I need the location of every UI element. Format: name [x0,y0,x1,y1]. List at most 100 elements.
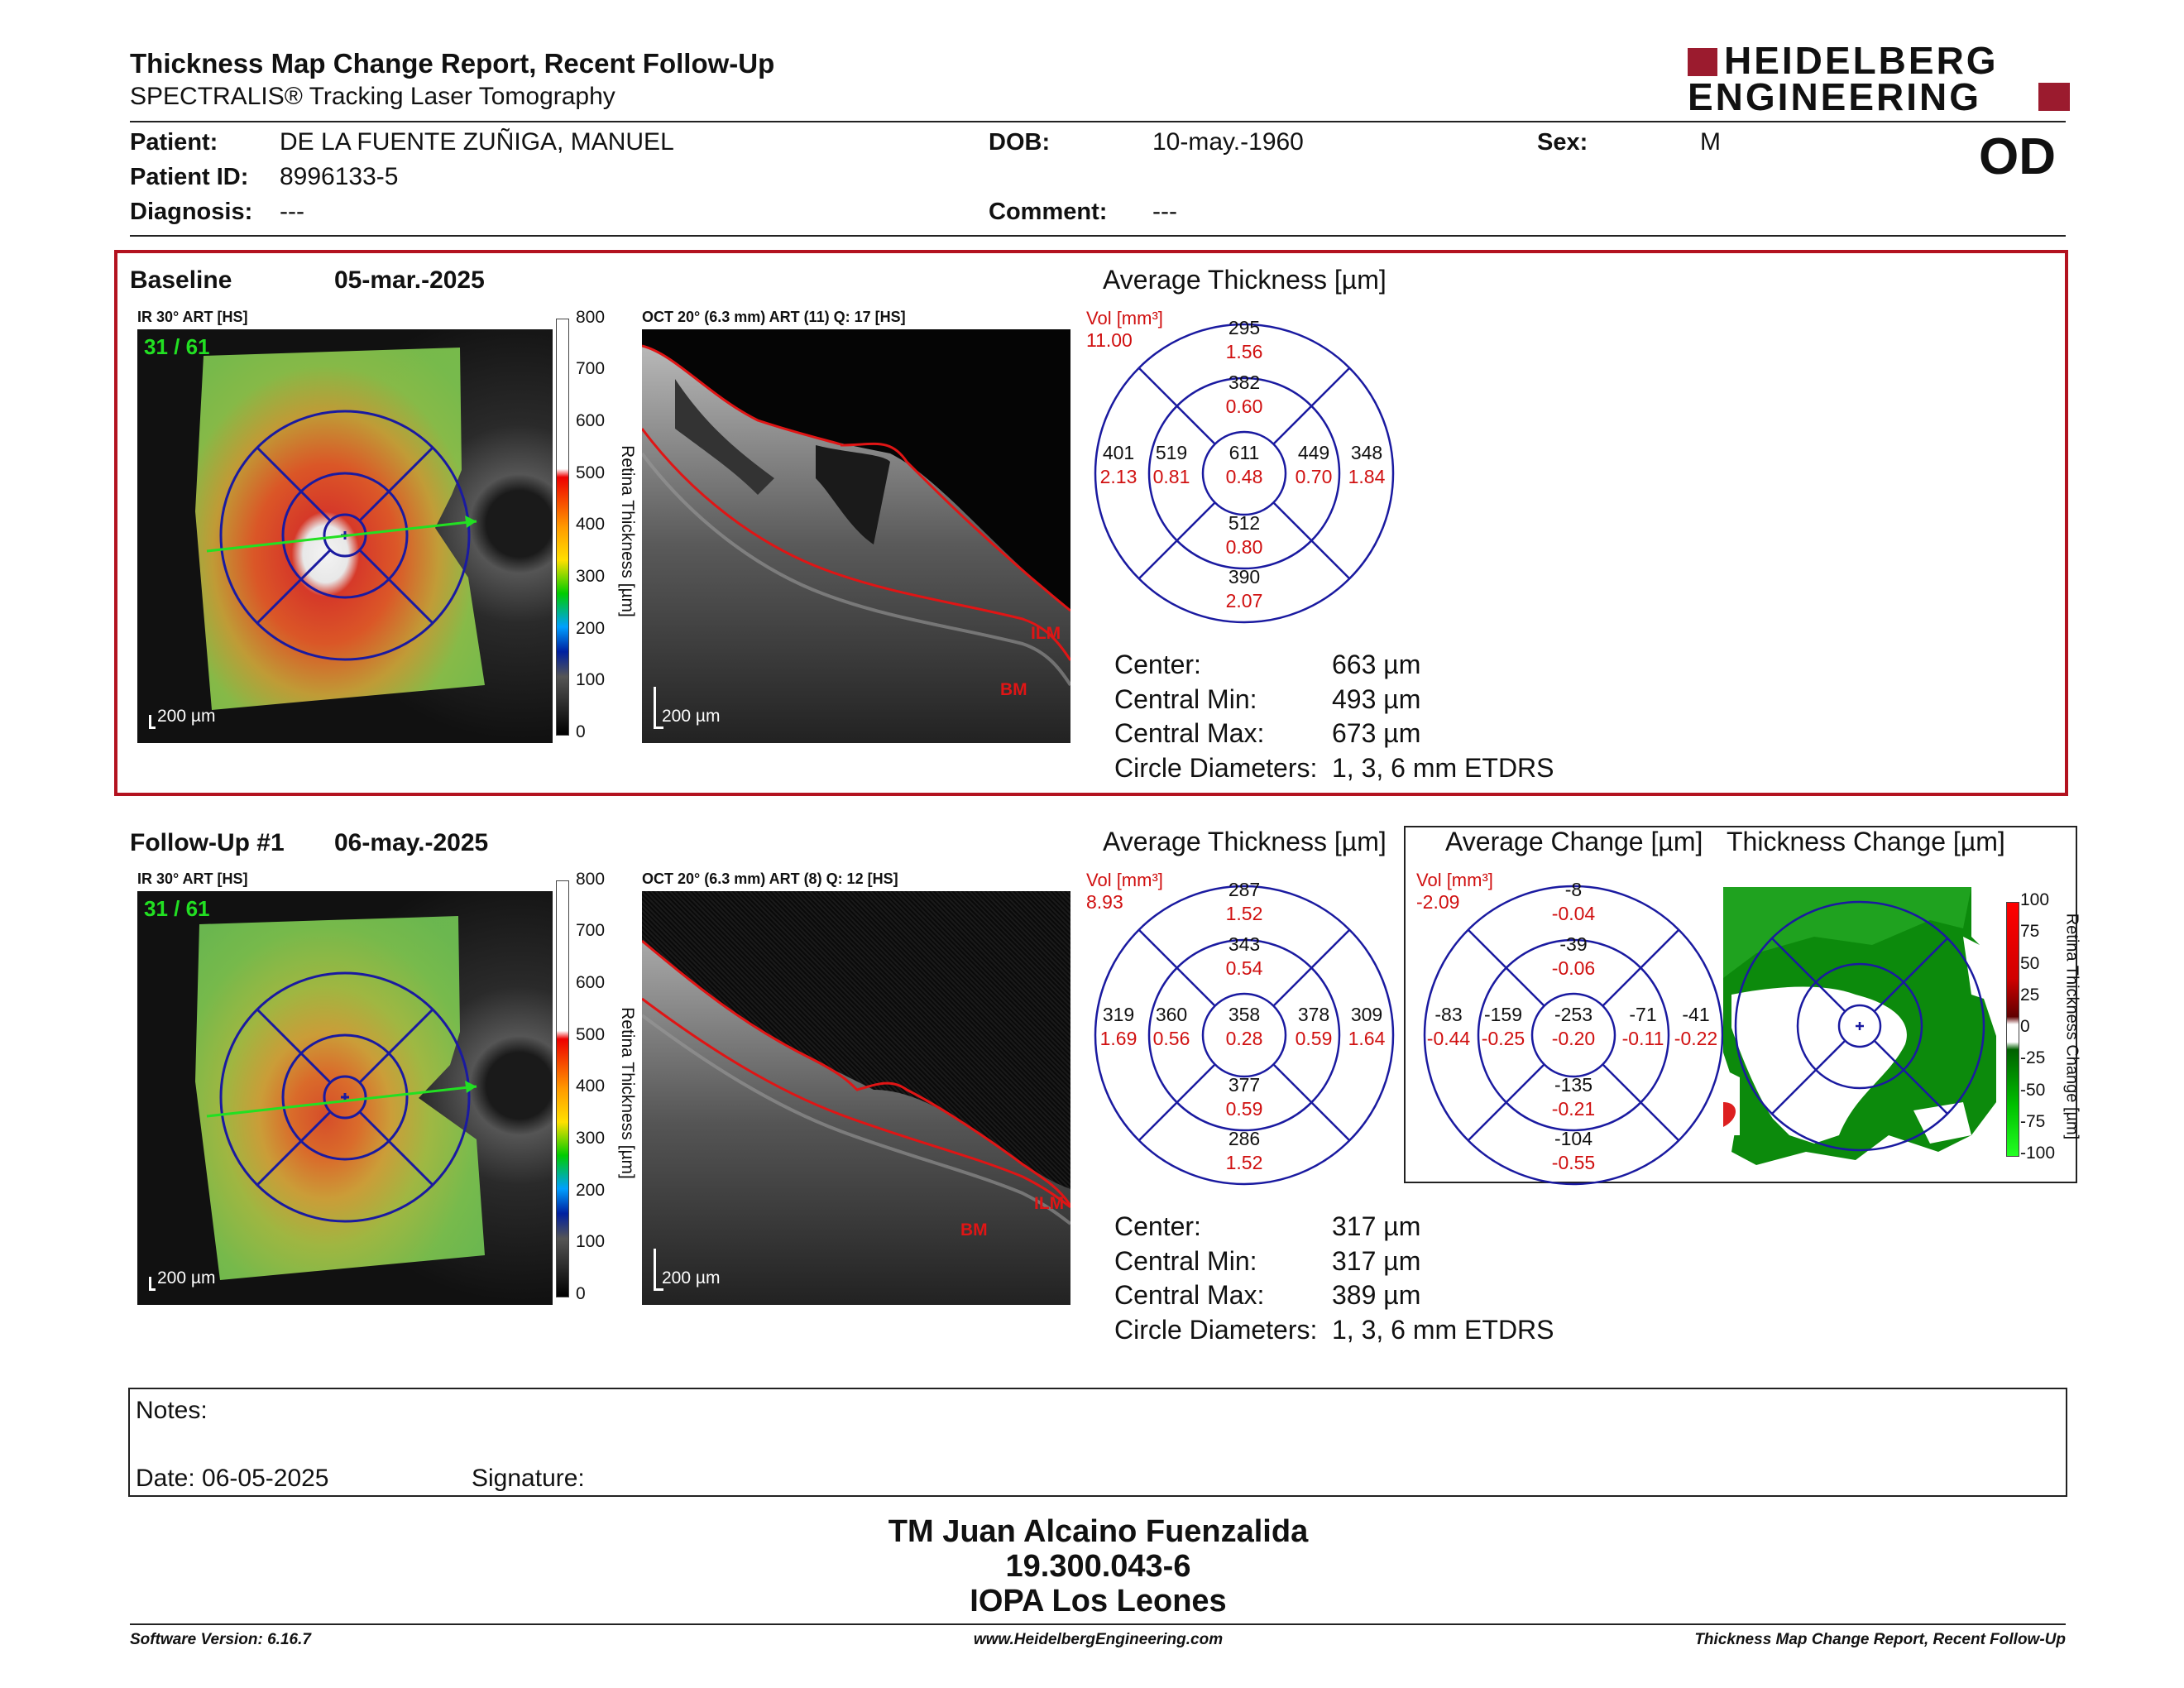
grid-volume: 0.28 [1225,1028,1263,1049]
baseline-ir-scale: 200 µm [157,707,216,726]
grid-volume: 1.56 [1225,341,1263,362]
footer-divider [130,1623,2066,1625]
cb-tick: 300 [576,1129,606,1148]
change-thickness: -159 [1483,1004,1523,1025]
change-volume: -0.22 [1674,1028,1718,1049]
grid-tem-in: 360 0.56 [1147,1003,1196,1051]
grid-volume: 0.48 [1225,466,1263,487]
baseline-oct-scale-bar [654,687,656,728]
followup-stat-value: 389 µm [1332,1280,1421,1310]
change-cb-tick: 50 [2020,954,2040,973]
grid-inf-out: 286 1.52 [1219,1127,1269,1175]
change-thickness: -104 [1554,1128,1593,1149]
grid-thickness: 611 [1228,442,1260,463]
change-volume: -0.11 [1621,1028,1664,1049]
followup-label: Follow-Up #1 [130,829,285,856]
patient-label: Patient: [130,129,218,156]
baseline-ir-counter: 31 / 61 [144,334,210,359]
sex-value: M [1700,128,1721,156]
grid-thickness: 449 [1297,442,1330,463]
baseline-stat-label: Circle Diameters: [1114,753,1318,783]
baseline-bm-label: BM [1000,680,1027,699]
change-cb-tick: 75 [2020,922,2040,941]
followup-ir-scale: 200 µm [157,1268,216,1288]
grid-nas-in: 449 0.70 [1289,441,1339,489]
change-avg-title: Average Change [µm] [1445,827,1703,856]
grid-thickness: 286 [1228,1128,1261,1149]
baseline-ir-scale-bar [149,715,151,728]
change-sup-out: -8 -0.04 [1546,878,1601,926]
grid-volume: 1.52 [1225,1152,1263,1173]
baseline-vol-label: Vol [mm³] [1086,308,1163,328]
followup-stat-label: Circle Diameters: [1114,1315,1318,1345]
change-frame [1404,826,2077,1183]
grid-inf-out: 390 2.07 [1219,565,1269,613]
cb-tick: 100 [576,670,606,689]
followup-vol-total: 8.93 [1086,891,1123,913]
followup-ilm-label: ILM [1034,1194,1065,1213]
footer-report-title: Thickness Map Change Report, Recent Foll… [1694,1631,2066,1648]
baseline-frame [114,250,2068,796]
grid-volume: 1.69 [1099,1028,1138,1049]
grid-volume: 2.13 [1099,466,1138,487]
diagnosis-value: --- [280,198,304,225]
patient-value: DE LA FUENTE ZUÑIGA, MANUEL [280,128,674,156]
grid-volume: 1.84 [1348,466,1386,487]
cb-tick: 0 [576,722,586,741]
grid-volume: 0.54 [1225,957,1263,979]
cb-tick: 400 [576,515,606,534]
technician-name: TM Juan Alcaino Fuenzalida [888,1514,1309,1549]
baseline-ir-image: 31 / 61 200 µm [137,329,553,743]
grid-volume: 0.70 [1295,466,1333,487]
change-vol-label: Vol [mm³] [1416,870,1493,890]
cb-tick: 200 [576,1181,606,1200]
baseline-etdrs-grid [1094,323,1395,624]
followup-oct-scale-bar [654,1249,656,1290]
website-link[interactable]: www.HeidelbergEngineering.com [973,1631,1224,1648]
followup-stat-label: Central Min: [1114,1246,1257,1276]
change-tem-in: -159 -0.25 [1476,1003,1530,1051]
grid-thickness: 287 [1228,879,1261,900]
change-tem-out: -83 -0.44 [1421,1003,1476,1051]
grid-nas-in: 378 0.59 [1289,1003,1339,1051]
change-volume: -0.20 [1551,1028,1596,1049]
grid-thickness: 512 [1228,512,1261,534]
change-volume: -0.25 [1481,1028,1525,1049]
cb-tick: 700 [576,359,606,378]
grid-thickness: 348 [1350,442,1383,463]
grid-nas-out: 309 1.64 [1342,1003,1391,1051]
patient-id-label: Patient ID: [130,164,249,190]
change-colorbar [2006,902,2019,1157]
baseline-stat-label: Central Min: [1114,684,1257,714]
grid-thickness: 295 [1228,317,1261,338]
followup-ir-image: 31 / 61 200 µm [137,891,553,1305]
followup-oct-caption: OCT 20° (6.3 mm) ART (8) Q: 12 [HS] [642,870,898,887]
followup-etdrs-grid [1094,885,1395,1186]
sex-label: Sex: [1537,129,1588,156]
baseline-oct-scale: 200 µm [662,707,721,726]
change-volume: -0.55 [1551,1152,1596,1173]
change-inf-out: -104 -0.55 [1546,1127,1601,1175]
technician-rut: 19.300.043-6 [1005,1549,1191,1584]
report-subtitle: SPECTRALIS® Tracking Laser Tomography [130,83,615,110]
grid-sup-out: 295 1.56 [1219,316,1269,364]
baseline-stat-label: Central Max: [1114,718,1265,748]
change-thickness: -71 [1629,1004,1657,1025]
change-vol-total: -2.09 [1416,891,1460,913]
change-volume: -0.06 [1551,957,1596,979]
followup-oct-scale: 200 µm [662,1268,721,1288]
followup-stat-value: 317 µm [1332,1211,1421,1241]
change-volume: -0.44 [1426,1028,1471,1049]
baseline-label: Baseline [130,266,232,294]
change-volume: -0.21 [1551,1098,1596,1120]
grid-inf-in: 377 0.59 [1219,1073,1269,1121]
patient-id-value: 8996133-5 [280,163,399,190]
followup-ir-counter: 31 / 61 [144,896,210,921]
change-thickness: -135 [1554,1074,1593,1096]
grid-sup-in: 382 0.60 [1219,371,1269,419]
grid-tem-out: 401 2.13 [1094,441,1143,489]
grid-thickness: 401 [1102,442,1135,463]
change-thickness: -41 [1682,1004,1710,1025]
change-thickness: -253 [1554,1004,1593,1025]
change-nas-out: -41 -0.22 [1669,1003,1723,1051]
